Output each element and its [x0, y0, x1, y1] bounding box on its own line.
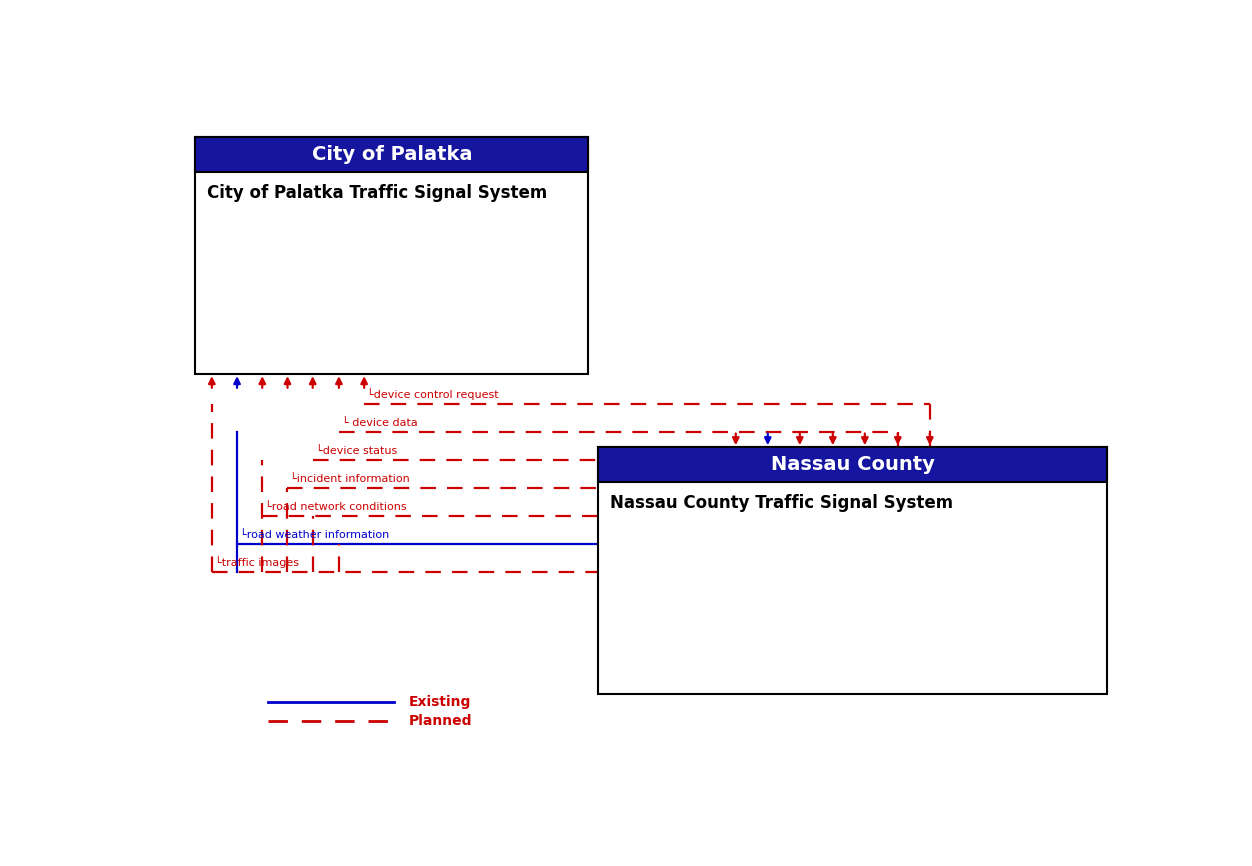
Text: Existing: Existing — [408, 695, 471, 709]
Text: └ device data: └ device data — [342, 418, 418, 428]
Text: Nassau County Traffic Signal System: Nassau County Traffic Signal System — [610, 494, 953, 512]
Bar — [195, 137, 588, 374]
Text: └device control request: └device control request — [367, 388, 498, 400]
Text: Planned: Planned — [408, 714, 472, 727]
Text: Nassau County: Nassau County — [771, 456, 935, 475]
Text: └traffic images: └traffic images — [215, 556, 299, 568]
Bar — [598, 448, 1107, 482]
Text: └road weather information: └road weather information — [240, 530, 389, 540]
Text: City of Palatka Traffic Signal System: City of Palatka Traffic Signal System — [207, 184, 547, 202]
Text: └road network conditions: └road network conditions — [265, 502, 407, 512]
Text: └incident information: └incident information — [290, 474, 411, 484]
Bar — [598, 448, 1107, 694]
Text: └device status: └device status — [316, 446, 397, 456]
Bar — [195, 137, 588, 172]
Text: City of Palatka: City of Palatka — [312, 145, 472, 164]
